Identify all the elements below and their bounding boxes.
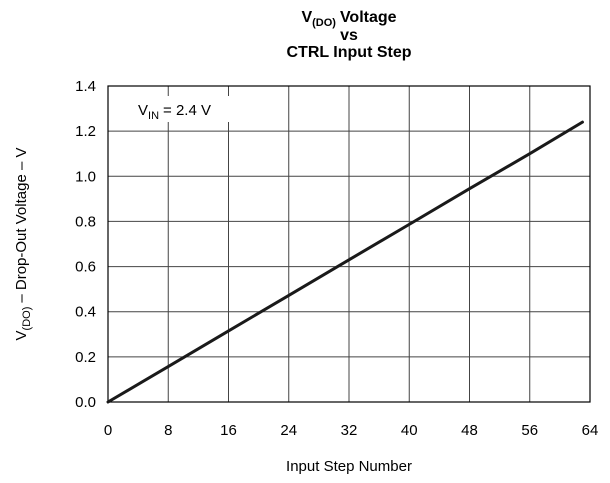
x-tick-label: 56 bbox=[521, 422, 538, 439]
y-tick-label: 1.0 bbox=[75, 168, 96, 185]
x-tick-label: 48 bbox=[461, 422, 478, 439]
chart-title: V(DO) Voltage bbox=[301, 9, 396, 29]
annotation-box bbox=[128, 96, 240, 122]
y-tick-label: 1.2 bbox=[75, 123, 96, 140]
plot-frame bbox=[107, 85, 591, 403]
y-tick-label: 1.4 bbox=[75, 78, 96, 95]
chart-title: vs bbox=[340, 27, 358, 44]
title-part: V bbox=[301, 9, 312, 26]
y-tick-label: 0.0 bbox=[75, 394, 96, 411]
x-tick-label: 40 bbox=[401, 422, 418, 439]
y-tick-label: 0.4 bbox=[75, 304, 96, 321]
y-tick-label: 0.2 bbox=[75, 349, 96, 366]
title-sub: (DO) bbox=[312, 17, 336, 29]
title-part: Voltage bbox=[340, 9, 397, 26]
chart-title: CTRL Input Step bbox=[286, 44, 411, 61]
label-part: V bbox=[13, 330, 30, 340]
x-tick-label: 8 bbox=[164, 422, 172, 439]
x-tick-label: 0 bbox=[104, 422, 112, 439]
x-tick-label: 64 bbox=[582, 422, 599, 439]
x-tick-label: 32 bbox=[341, 422, 358, 439]
annotation-part: = 2.4 V bbox=[163, 102, 211, 119]
x-tick-label: 16 bbox=[220, 422, 237, 439]
x-axis-label: Input Step Number bbox=[286, 458, 412, 475]
data-line bbox=[106, 120, 584, 404]
annotation-part: V bbox=[138, 102, 148, 119]
label-part: – Drop-Out Voltage – V bbox=[13, 148, 30, 303]
y-tick-label: 0.6 bbox=[75, 259, 96, 276]
annotation: VIN = 2.4 V bbox=[138, 102, 211, 122]
y-axis-label: V(DO) – Drop-Out Voltage – V bbox=[13, 148, 33, 341]
x-tick-label: 24 bbox=[280, 422, 297, 439]
annotation-sub: IN bbox=[148, 110, 159, 122]
y-tick-label: 0.8 bbox=[75, 213, 96, 230]
label-sub: (DO) bbox=[21, 307, 33, 331]
